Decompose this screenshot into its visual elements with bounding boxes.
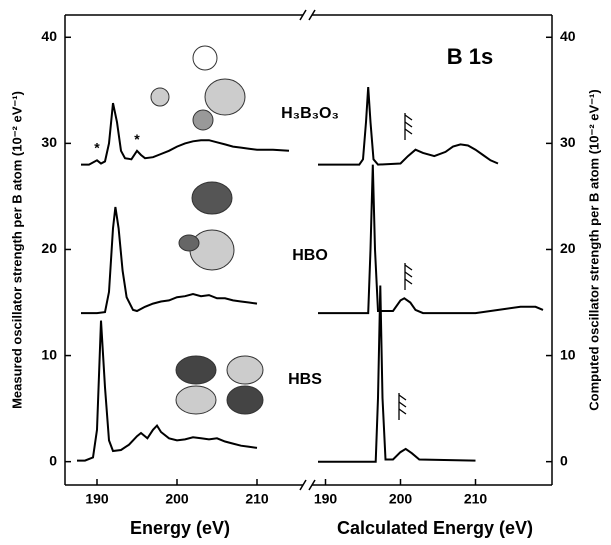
spectrum-line xyxy=(77,320,258,462)
molecule-label: H₃B₃O₃ xyxy=(281,105,339,122)
annotation: * xyxy=(94,139,100,155)
y-tick-label: 10 xyxy=(41,346,57,362)
x-tick-label: 200 xyxy=(389,491,413,507)
y-tick-label: 0 xyxy=(560,452,568,468)
y-tick-label: 30 xyxy=(560,134,576,150)
x-axis-label: Calculated Energy (eV) xyxy=(337,518,533,538)
y-tick-label: 20 xyxy=(560,240,576,256)
x-tick-label: 210 xyxy=(245,491,269,507)
y-tick-label: 0 xyxy=(49,452,57,468)
y-tick-label: 20 xyxy=(41,240,57,256)
y-tick-label: 40 xyxy=(560,28,576,44)
y-tick-label: 40 xyxy=(41,28,57,44)
spectrum-line xyxy=(81,102,290,166)
y-axis-label: Computed oscillator strength per B atom … xyxy=(586,89,601,410)
y-tick-label: 30 xyxy=(41,134,57,150)
x-tick-label: 190 xyxy=(85,491,109,507)
annotation: * xyxy=(134,131,140,147)
axis-break xyxy=(297,9,318,491)
y-axis-label: Measured oscillator strength per B atom … xyxy=(9,91,24,409)
molecule-label: HBS xyxy=(288,371,322,388)
x-tick-label: 200 xyxy=(165,491,189,507)
spectrum-line xyxy=(318,164,544,315)
spectrum-line xyxy=(318,285,476,463)
spectrum-line xyxy=(81,206,258,315)
orbital-images xyxy=(150,45,264,415)
molecule-label: HBO xyxy=(292,247,328,264)
panel-title: B 1s xyxy=(447,44,493,69)
x-tick-label: 210 xyxy=(464,491,488,507)
x-tick-label: 190 xyxy=(314,491,338,507)
hatch-markers xyxy=(398,113,413,420)
x-axis-label: Energy (eV) xyxy=(130,518,230,538)
spectrum-line xyxy=(318,87,499,166)
y-tick-label: 10 xyxy=(560,346,576,362)
